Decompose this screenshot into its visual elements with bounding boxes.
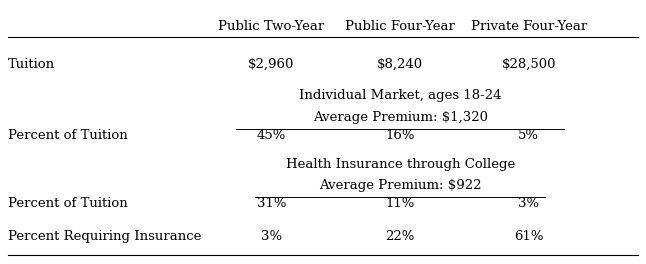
- Text: 3%: 3%: [261, 230, 282, 243]
- Text: Tuition: Tuition: [8, 58, 55, 70]
- Text: 16%: 16%: [386, 129, 415, 142]
- Text: 5%: 5%: [518, 129, 539, 142]
- Text: Individual Market, ages 18-24: Individual Market, ages 18-24: [299, 89, 501, 102]
- Text: Average Premium: $1,320: Average Premium: $1,320: [313, 111, 488, 124]
- Text: Public Two-Year: Public Two-Year: [218, 20, 325, 33]
- Text: Percent of Tuition: Percent of Tuition: [8, 197, 127, 210]
- Text: Private Four-Year: Private Four-Year: [471, 20, 587, 33]
- Text: Average Premium: $922: Average Premium: $922: [319, 179, 481, 192]
- Text: Percent Requiring Insurance: Percent Requiring Insurance: [8, 230, 201, 243]
- Text: $8,240: $8,240: [377, 58, 423, 70]
- Text: Health Insurance through College: Health Insurance through College: [286, 158, 515, 171]
- Text: 11%: 11%: [386, 197, 415, 210]
- Text: 3%: 3%: [518, 197, 539, 210]
- Text: 45%: 45%: [257, 129, 286, 142]
- Text: $2,960: $2,960: [248, 58, 295, 70]
- Text: 61%: 61%: [514, 230, 543, 243]
- Text: Percent of Tuition: Percent of Tuition: [8, 129, 127, 142]
- Text: 22%: 22%: [386, 230, 415, 243]
- Text: $28,500: $28,500: [501, 58, 556, 70]
- Text: 31%: 31%: [257, 197, 286, 210]
- Text: Public Four-Year: Public Four-Year: [345, 20, 455, 33]
